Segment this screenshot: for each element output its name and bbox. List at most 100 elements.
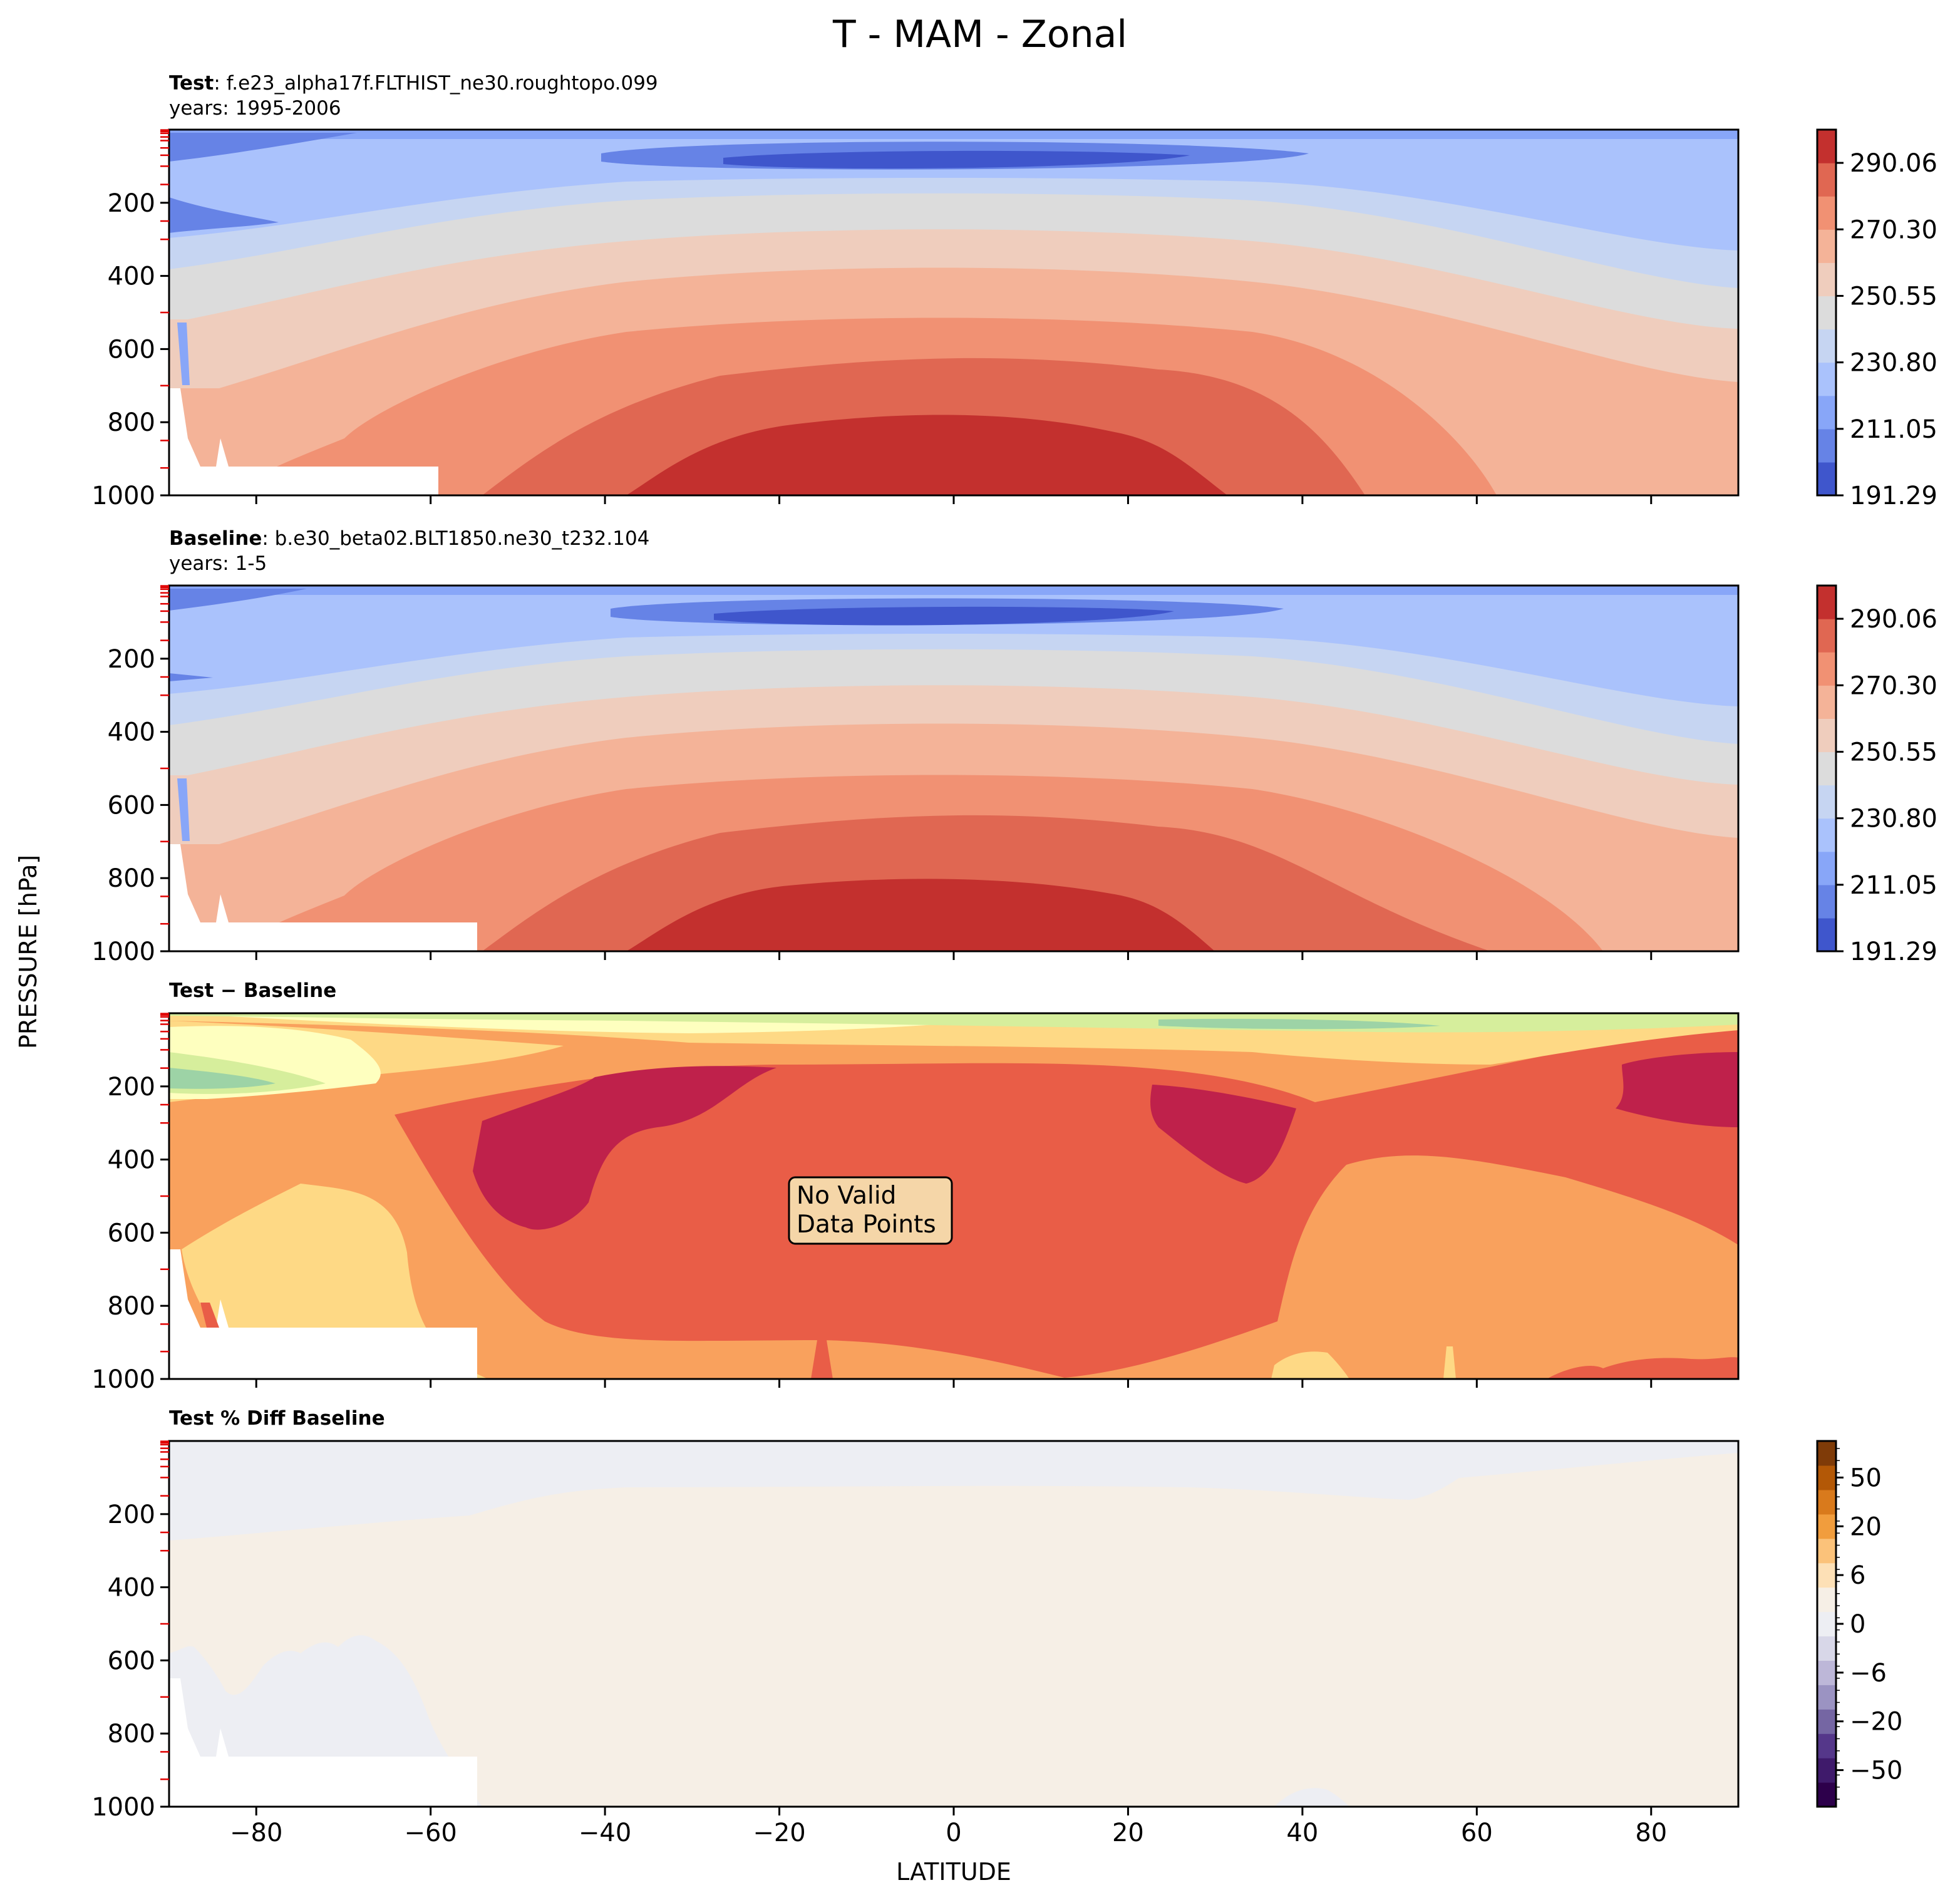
contour-band: [1158, 1018, 1440, 1030]
terrain-mask: [169, 388, 438, 495]
x-tick-label: −40: [579, 1819, 631, 1847]
contour-band: [200, 1303, 219, 1328]
x-tick-label: 60: [1461, 1819, 1493, 1847]
contour-band: [473, 1066, 776, 1230]
contour-band: [177, 778, 190, 841]
colorbar-tick-label: 290.06: [1850, 149, 1937, 178]
colorbar-swatch: [1817, 685, 1836, 719]
colorbar-tick-label: 211.05: [1850, 871, 1937, 900]
y-tick-label: 600: [108, 1646, 155, 1675]
y-tick-label: 1000: [91, 482, 155, 510]
panel-test: Test: f.e23_alpha17f.FLTHIST_ne30.rought…: [168, 72, 1740, 497]
colorbar-tick-label: 0: [1850, 1610, 1865, 1639]
contour-band: [1150, 1085, 1296, 1184]
y-axis-label: PRESSURE [hPa]: [14, 855, 42, 1049]
y-tick-label: 200: [108, 1500, 155, 1529]
terrain-mask: [169, 844, 477, 951]
terrain-mask: [169, 1249, 477, 1379]
contour-band: [1271, 1351, 1349, 1379]
y-tick-label: 1000: [91, 1793, 155, 1822]
colorbar-swatch: [1817, 1611, 1836, 1637]
colorbar-swatch: [1817, 1514, 1836, 1539]
colorbar-swatch: [1817, 362, 1836, 396]
colorbar-tick-label: 230.80: [1850, 805, 1937, 834]
colorbar-tick-label: −6: [1850, 1659, 1887, 1688]
colorbar-swatch: [1817, 1538, 1836, 1564]
y-tick-label: 600: [108, 791, 155, 820]
colorbar-tick-label: 270.30: [1850, 671, 1937, 700]
colorbar-tick-label: 50: [1850, 1464, 1882, 1492]
colorbar-tick-label: 250.55: [1850, 738, 1937, 767]
contour-band: [1443, 1346, 1456, 1379]
y-tick-label: 800: [108, 864, 155, 893]
y-tick-label: 600: [108, 1219, 155, 1247]
y-tick-label: 400: [108, 1574, 155, 1603]
contour-band: [169, 130, 1738, 139]
x-tick-label: −80: [230, 1819, 282, 1847]
x-axis-label: LATITUDE: [896, 1858, 1011, 1886]
contour-band: [169, 197, 279, 233]
colorbar-swatch: [1817, 262, 1836, 297]
colorbar-tick-label: 290.06: [1850, 605, 1937, 634]
terrain-mask: [169, 1678, 477, 1807]
contour-band: [1547, 1357, 1738, 1379]
colorbar-swatch: [1817, 296, 1836, 330]
note-line-2: Data Points: [797, 1211, 936, 1239]
colorbar-swatch: [1817, 1587, 1836, 1613]
colorbar-swatch: [1817, 428, 1836, 463]
contour-band: [811, 1340, 833, 1379]
colorbar-test: 191.29 211.05 230.80 250.55 270.30 290.06: [1816, 128, 1937, 510]
colorbar-swatch: [1817, 1758, 1836, 1783]
contour-band: [416, 637, 460, 642]
colorbar-swatch: [1817, 329, 1836, 363]
contour-band: [1274, 1788, 1349, 1807]
panel-baseline: Baseline: b.e30_beta02.BLT1850.ne30_t232…: [168, 527, 1740, 953]
axes-ticks: 2004006008001000200400600800100020040060…: [91, 129, 1667, 1847]
panel-baseline-contours: [169, 586, 1738, 951]
contour-band: [169, 1068, 276, 1089]
colorbar-tick-label: 20: [1850, 1512, 1882, 1541]
colorbar-swatch: [1817, 229, 1836, 263]
x-tick-label: 0: [946, 1819, 961, 1847]
colorbar-swatch: [1817, 619, 1836, 653]
colorbar-swatch: [1817, 751, 1836, 786]
panel-test-label: Test: f.e23_alpha17f.FLTHIST_ne30.rought…: [169, 72, 658, 95]
x-tick-label: 40: [1286, 1819, 1318, 1847]
y-tick-label: 400: [108, 262, 155, 291]
panel-baseline-years: years: 1-5: [169, 552, 267, 575]
colorbar-swatch: [1817, 652, 1836, 686]
x-tick-label: −60: [404, 1819, 456, 1847]
colorbar-tick-label: −20: [1850, 1708, 1902, 1737]
colorbar-swatch: [1817, 818, 1836, 852]
contour-band: [395, 1015, 1738, 1378]
y-tick-label: 200: [108, 1073, 155, 1102]
colorbar-pct: 50 20 6 0 −6 −20 −50: [1816, 1440, 1902, 1808]
contour-band: [169, 1441, 1738, 1541]
contour-band: [1616, 1052, 1738, 1127]
colorbar-frame: [1816, 128, 1837, 497]
y-tick-label: 800: [108, 1292, 155, 1321]
panel-pct: Test % Diff Baseline: [168, 1407, 1740, 1808]
colorbar-swatch: [1817, 1782, 1836, 1807]
contour-band: [169, 586, 1738, 595]
contour-band: [169, 130, 1738, 250]
colorbar-baseline: 191.29 211.05 230.80 250.55 270.30 290.06: [1816, 584, 1937, 966]
contour-band: [723, 150, 1190, 169]
figure-title: T - MAM - Zonal: [832, 13, 1127, 56]
y-tick-label: 400: [108, 1146, 155, 1175]
colorbar-tick-label: 191.29: [1850, 482, 1937, 510]
x-tick-label: 80: [1635, 1819, 1667, 1847]
panel-pct-contours: [169, 1441, 1738, 1807]
y-tick-label: 1000: [91, 937, 155, 966]
panel-test-contours: [169, 130, 1738, 495]
y-tick-label: 800: [108, 1720, 155, 1748]
colorbar-swatch: [1817, 1660, 1836, 1685]
colorbar-swatch: [1817, 785, 1836, 819]
colorbar-swatch: [1817, 917, 1836, 952]
colorbar-swatch: [1817, 196, 1836, 230]
panel-test-years: years: 1995-2006: [169, 97, 341, 120]
contour-band: [714, 606, 1174, 626]
colorbar-swatch: [1817, 884, 1836, 919]
colorbar-tick-label: 211.05: [1850, 415, 1937, 444]
contour-band: [177, 323, 190, 385]
